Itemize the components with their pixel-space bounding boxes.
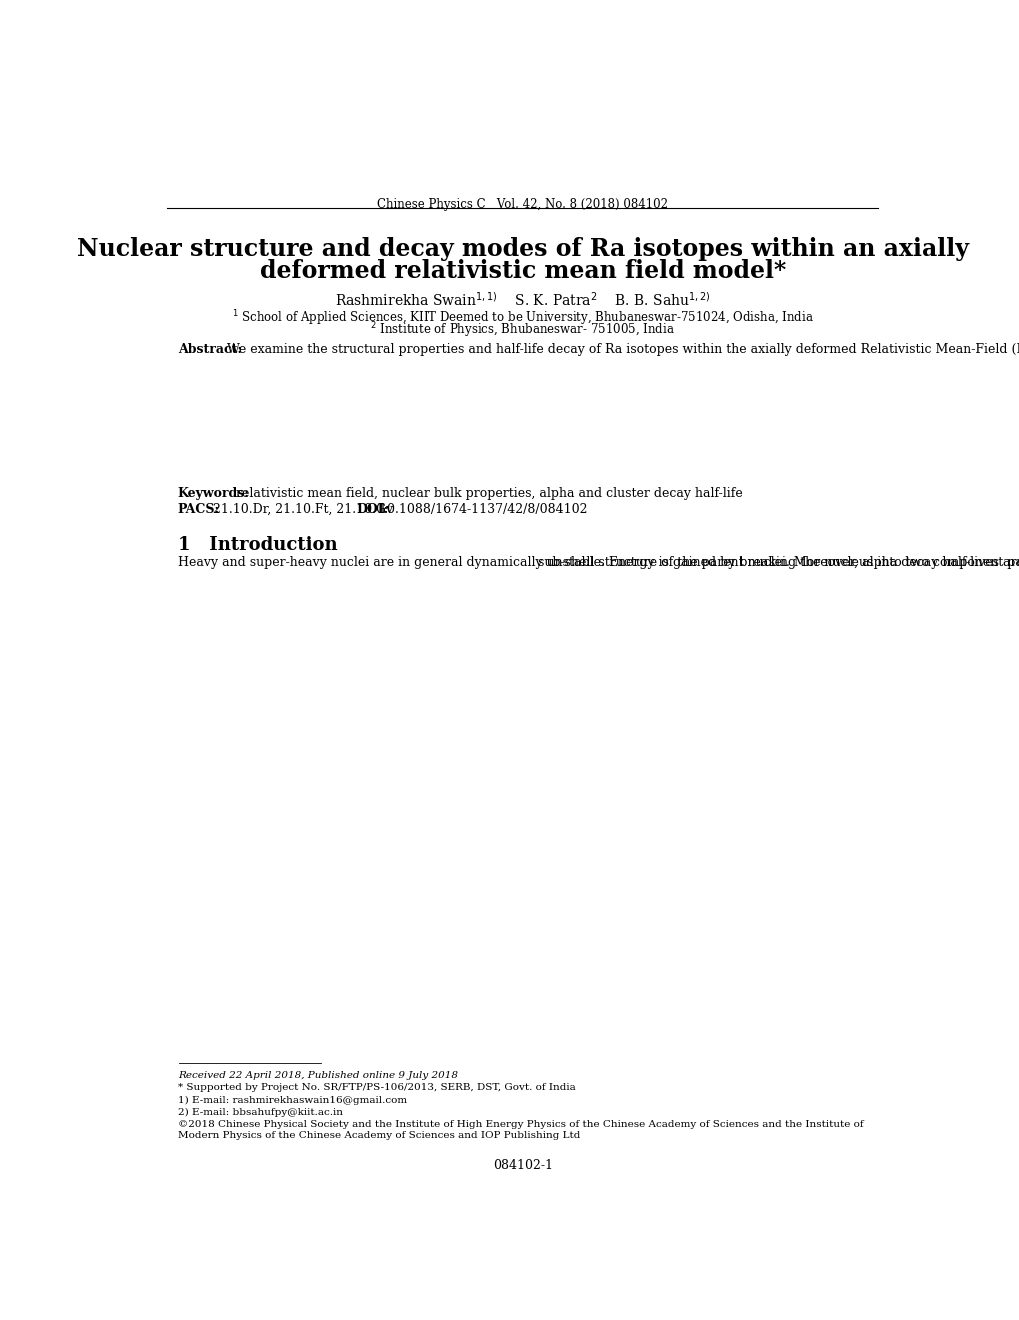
Text: sub-shell structure of the parent nuclei. Moreover, alpha decay half-lives are u: sub-shell structure of the parent nuclei…	[538, 556, 1019, 569]
Text: 1   Introduction: 1 Introduction	[177, 536, 337, 553]
Text: $^{1}$ School of Applied Sciences, KIIT Deemed to be University, Bhubaneswar-751: $^{1}$ School of Applied Sciences, KIIT …	[231, 309, 813, 329]
Text: Rashmirekha Swain$^{1,1)}$    S. K. Patra$^{2}$    B. B. Sahu$^{1,2)}$: Rashmirekha Swain$^{1,1)}$ S. K. Patra$^…	[334, 290, 710, 309]
Text: 21.10.Dr, 21.10.Ft, 21.10.Gv: 21.10.Dr, 21.10.Ft, 21.10.Gv	[205, 503, 392, 516]
Text: deformed relativistic mean field model*: deformed relativistic mean field model*	[260, 259, 785, 282]
Text: We examine the structural properties and half-life decay of Ra isotopes within t: We examine the structural properties and…	[219, 343, 1019, 356]
Text: Chinese Physics C   Vol. 42, No. 8 (2018) 084102: Chinese Physics C Vol. 42, No. 8 (2018) …	[377, 198, 667, 211]
Text: 084102-1: 084102-1	[492, 1159, 552, 1172]
Text: ©2018 Chinese Physical Society and the Institute of High Energy Physics of the C: ©2018 Chinese Physical Society and the I…	[177, 1121, 863, 1129]
Text: Nuclear structure and decay modes of Ra isotopes within an axially: Nuclear structure and decay modes of Ra …	[76, 238, 968, 261]
Text: Received 22 April 2018, Published online 9 July 2018: Received 22 April 2018, Published online…	[177, 1071, 458, 1080]
Text: PACS:: PACS:	[177, 503, 220, 516]
Text: * Supported by Project No. SR/FTP/PS-106/2013, SERB, DST, Govt. of India: * Supported by Project No. SR/FTP/PS-106…	[177, 1084, 575, 1092]
Text: 1) E-mail: rashmirekhaswain16@gmail.com: 1) E-mail: rashmirekhaswain16@gmail.com	[177, 1096, 407, 1105]
Text: Abstract:: Abstract:	[177, 343, 242, 356]
Text: DOI:: DOI:	[356, 503, 388, 516]
Text: Keywords:: Keywords:	[177, 487, 250, 500]
Text: 10.1088/1674-1137/42/8/084102: 10.1088/1674-1137/42/8/084102	[375, 503, 587, 516]
Text: 2) E-mail: bbsahufpy@kiit.ac.in: 2) E-mail: bbsahufpy@kiit.ac.in	[177, 1107, 342, 1117]
Text: relativistic mean field, nuclear bulk properties, alpha and cluster decay half-l: relativistic mean field, nuclear bulk pr…	[228, 487, 742, 500]
Text: $^{2}$ Institute of Physics, Bhubaneswar- 751005, India: $^{2}$ Institute of Physics, Bhubaneswar…	[370, 321, 675, 341]
Text: Heavy and super-heavy nuclei are in general dynamically unstable. Energy is gain: Heavy and super-heavy nuclei are in gene…	[177, 556, 1019, 569]
Text: Modern Physics of the Chinese Academy of Sciences and IOP Publishing Ltd: Modern Physics of the Chinese Academy of…	[177, 1131, 580, 1140]
